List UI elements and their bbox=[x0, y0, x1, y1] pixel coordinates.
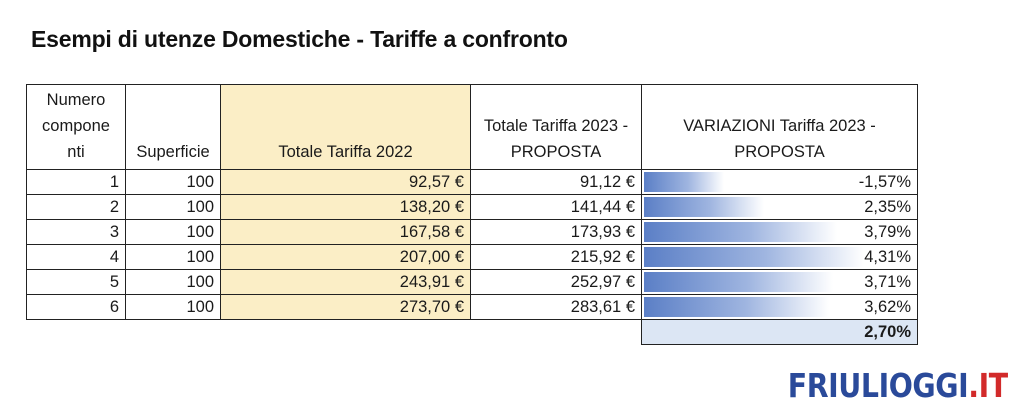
cell-componenti: 4 bbox=[26, 244, 126, 270]
table-header-row: Numero compone nti Superficie Totale Tar… bbox=[26, 84, 918, 170]
total-variazione: 2,70% bbox=[641, 319, 918, 345]
cell-componenti: 3 bbox=[26, 219, 126, 245]
cell-variazione: 4,31% bbox=[641, 244, 918, 270]
cell-tariffa-2022: 273,70 € bbox=[220, 294, 471, 320]
variazione-value: -1,57% bbox=[858, 172, 911, 191]
table-row: 4 100 207,00 €215,92 € 4,31% bbox=[26, 244, 918, 270]
table-row: 6 100 273,70 €283,61 € 3,62% bbox=[26, 294, 918, 320]
variazione-value: 3,71% bbox=[864, 272, 911, 291]
variazione-value: 3,62% bbox=[864, 297, 911, 316]
cell-superficie: 100 bbox=[125, 219, 221, 245]
table-row: 1 100 92,57 €91,12 € -1,57% bbox=[26, 169, 918, 195]
cell-tariffa-2022: 167,58 € bbox=[220, 219, 471, 245]
cell-tariffa-2022: 138,20 € bbox=[220, 194, 471, 220]
variazione-data-bar bbox=[644, 222, 838, 242]
variazione-data-bar bbox=[644, 247, 864, 267]
variazione-data-bar bbox=[644, 272, 834, 292]
cell-tariffa-2022: 243,91 € bbox=[220, 269, 471, 295]
cell-tariffa-2023: 91,12 € bbox=[470, 169, 642, 195]
cell-superficie: 100 bbox=[125, 194, 221, 220]
total-row: 2,70% bbox=[27, 319, 918, 345]
header-variazioni: VARIAZIONI Tariffa 2023 - PROPOSTA bbox=[641, 84, 918, 170]
cell-variazione: -1,57% bbox=[641, 169, 918, 195]
variazione-data-bar bbox=[644, 172, 725, 192]
cell-tariffa-2023: 141,44 € bbox=[470, 194, 642, 220]
header-tariffa-2022: Totale Tariffa 2022 bbox=[220, 84, 471, 170]
cell-tariffa-2023: 283,61 € bbox=[470, 294, 642, 320]
variazione-data-bar bbox=[644, 297, 829, 317]
table-row: 5 100 243,91 €252,97 € 3,71% bbox=[26, 269, 918, 295]
cell-componenti: 6 bbox=[26, 294, 126, 320]
cell-superficie: 100 bbox=[125, 169, 221, 195]
variazione-value: 2,35% bbox=[864, 197, 911, 216]
cell-superficie: 100 bbox=[125, 244, 221, 270]
cell-componenti: 2 bbox=[26, 194, 126, 220]
cell-tariffa-2023: 173,93 € bbox=[470, 219, 642, 245]
cell-tariffa-2023: 215,92 € bbox=[470, 244, 642, 270]
cell-variazione: 2,35% bbox=[641, 194, 918, 220]
cell-componenti: 1 bbox=[26, 169, 126, 195]
header-tariffa-2023: Totale Tariffa 2023 -PROPOSTA bbox=[470, 84, 642, 170]
logo-main: FRIULIOGGI bbox=[788, 366, 969, 405]
header-superficie: Superficie bbox=[125, 84, 221, 170]
friulioggi-logo: FRIULIOGGI.IT bbox=[788, 366, 1008, 405]
cell-tariffa-2023: 252,97 € bbox=[470, 269, 642, 295]
variazione-value: 3,79% bbox=[864, 222, 911, 241]
variazione-value: 4,31% bbox=[864, 247, 911, 266]
page-title: Esempi di utenze Domestiche - Tariffe a … bbox=[31, 26, 568, 52]
cell-variazione: 3,71% bbox=[641, 269, 918, 295]
table-row: 2 100 138,20 €141,44 € 2,35% bbox=[26, 194, 918, 220]
cell-componenti: 5 bbox=[26, 269, 126, 295]
table-row: 3 100 167,58 €173,93 € 3,79% bbox=[26, 219, 918, 245]
cell-variazione: 3,62% bbox=[641, 294, 918, 320]
cell-superficie: 100 bbox=[125, 269, 221, 295]
cell-tariffa-2022: 207,00 € bbox=[220, 244, 471, 270]
logo-suffix: .IT bbox=[968, 366, 1009, 405]
cell-tariffa-2022: 92,57 € bbox=[220, 169, 471, 195]
tariff-comparison-table: Numero compone nti Superficie Totale Tar… bbox=[26, 84, 918, 345]
cell-variazione: 3,79% bbox=[641, 219, 918, 245]
cell-superficie: 100 bbox=[125, 294, 221, 320]
header-componenti: Numero compone nti bbox=[26, 84, 126, 170]
variazione-data-bar bbox=[644, 197, 764, 217]
